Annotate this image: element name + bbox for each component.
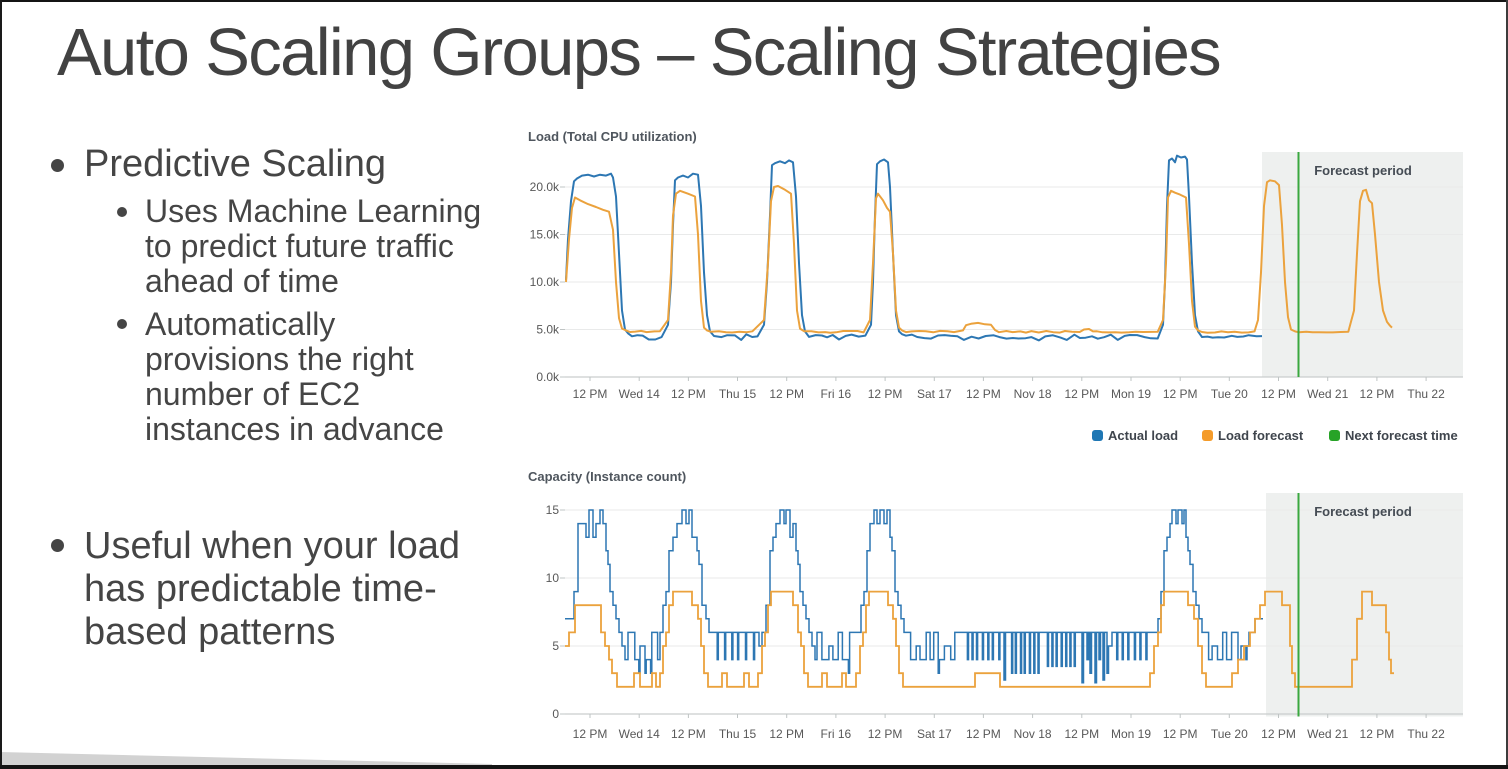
svg-text:12 PM: 12 PM	[1360, 387, 1395, 401]
svg-text:12 PM: 12 PM	[868, 387, 903, 401]
svg-text:Fri 16: Fri 16	[821, 727, 852, 741]
svg-text:5.0k: 5.0k	[536, 323, 560, 337]
svg-text:12 PM: 12 PM	[573, 727, 608, 741]
svg-text:20.0k: 20.0k	[530, 180, 560, 194]
svg-text:12 PM: 12 PM	[1163, 727, 1198, 741]
svg-text:12 PM: 12 PM	[868, 727, 903, 741]
svg-text:0: 0	[552, 707, 559, 721]
svg-text:12 PM: 12 PM	[1360, 727, 1395, 741]
svg-text:10.0k: 10.0k	[530, 275, 560, 289]
svg-text:15: 15	[546, 503, 560, 517]
svg-text:Nov 18: Nov 18	[1014, 387, 1052, 401]
svg-text:12 PM: 12 PM	[1261, 387, 1296, 401]
svg-text:0.0k: 0.0k	[536, 370, 560, 384]
svg-text:12 PM: 12 PM	[966, 387, 1001, 401]
svg-text:Load forecast: Load forecast	[1218, 428, 1304, 443]
svg-text:15.0k: 15.0k	[530, 228, 560, 242]
svg-text:12 PM: 12 PM	[769, 727, 804, 741]
svg-text:10: 10	[546, 571, 560, 585]
svg-text:Wed 21: Wed 21	[1307, 727, 1348, 741]
svg-text:Forecast period: Forecast period	[1314, 163, 1412, 178]
svg-text:Tue 20: Tue 20	[1211, 727, 1248, 741]
svg-text:Mon 19: Mon 19	[1111, 727, 1151, 741]
svg-text:Wed 14: Wed 14	[619, 727, 660, 741]
svg-text:Sat 17: Sat 17	[917, 727, 952, 741]
svg-text:Mon 19: Mon 19	[1111, 387, 1151, 401]
svg-text:12 PM: 12 PM	[671, 727, 706, 741]
svg-text:Thu 15: Thu 15	[719, 727, 757, 741]
svg-text:Capacity (Instance count): Capacity (Instance count)	[528, 469, 686, 484]
svg-text:Thu 22: Thu 22	[1407, 727, 1445, 741]
svg-text:Actual load: Actual load	[1108, 428, 1178, 443]
svg-text:Tue 20: Tue 20	[1211, 387, 1248, 401]
svg-text:12 PM: 12 PM	[1064, 387, 1099, 401]
svg-text:12 PM: 12 PM	[1064, 727, 1099, 741]
svg-text:12 PM: 12 PM	[573, 387, 608, 401]
svg-text:12 PM: 12 PM	[769, 387, 804, 401]
svg-text:5: 5	[552, 639, 559, 653]
svg-text:12 PM: 12 PM	[671, 387, 706, 401]
svg-text:Thu 15: Thu 15	[719, 387, 757, 401]
svg-text:Fri 16: Fri 16	[821, 387, 852, 401]
svg-text:Sat 17: Sat 17	[917, 387, 952, 401]
svg-text:Wed 14: Wed 14	[619, 387, 660, 401]
svg-text:12 PM: 12 PM	[1163, 387, 1198, 401]
svg-text:Wed 21: Wed 21	[1307, 387, 1348, 401]
svg-text:12 PM: 12 PM	[966, 727, 1001, 741]
svg-text:Thu 22: Thu 22	[1407, 387, 1445, 401]
svg-text:Forecast period: Forecast period	[1314, 504, 1412, 519]
svg-text:Next forecast time: Next forecast time	[1345, 428, 1458, 443]
svg-text:12 PM: 12 PM	[1261, 727, 1296, 741]
svg-text:Load (Total CPU utilization): Load (Total CPU utilization)	[528, 129, 697, 144]
svg-text:Nov 18: Nov 18	[1014, 727, 1052, 741]
